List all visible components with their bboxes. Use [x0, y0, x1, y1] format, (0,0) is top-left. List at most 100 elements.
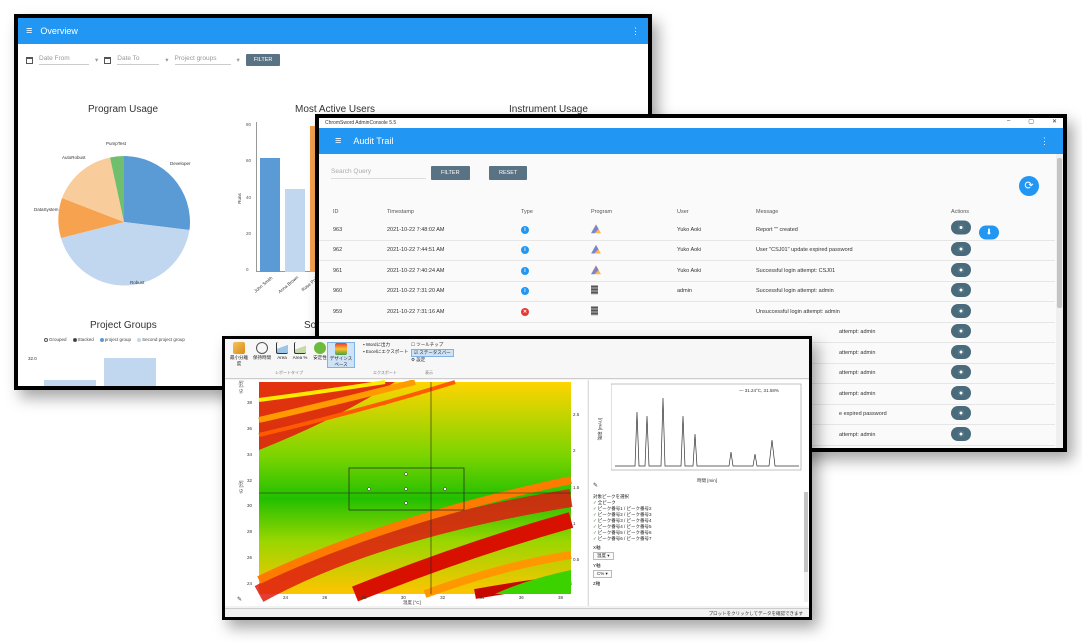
- chevron-down-icon[interactable]: ▾: [165, 57, 169, 64]
- legend-grouped[interactable]: Grouped: [44, 337, 67, 342]
- row-timestamp: 2021-10-22 7:40:24 AM: [387, 267, 445, 274]
- col-program[interactable]: Program: [591, 209, 613, 215]
- ribbon-area[interactable]: Area: [271, 342, 293, 360]
- menu-icon[interactable]: ≡: [335, 135, 342, 147]
- peak-scrollbar[interactable]: [804, 492, 808, 602]
- chevron-down-icon[interactable]: ▾: [95, 57, 99, 64]
- ribbon-resolution[interactable]: 最小分離度: [228, 342, 250, 367]
- eye-icon[interactable]: [951, 324, 971, 339]
- calendar-icon[interactable]: [26, 56, 33, 64]
- menu-icon[interactable]: ≡: [26, 25, 33, 37]
- view-tooltip[interactable]: ☐ ツールチップ: [411, 342, 444, 347]
- ribbon-area-percent[interactable]: Area %: [289, 342, 311, 360]
- search-input[interactable]: Search Query: [331, 168, 426, 179]
- legend-stacked[interactable]: Stacked: [72, 337, 94, 342]
- export-excel[interactable]: ▪ Excelにエクスポート: [363, 349, 409, 354]
- y-tick: 36: [247, 425, 253, 431]
- area-chart-icon: [276, 342, 288, 354]
- row-timestamp: 2021-10-22 7:31:20 AM: [387, 288, 445, 295]
- row-message: Unsuccessful login attempt: admin: [756, 308, 840, 315]
- reset-button[interactable]: RESET: [489, 166, 528, 180]
- legend-project-group[interactable]: project group: [99, 337, 131, 342]
- eye-icon[interactable]: [951, 385, 971, 400]
- peak-checkbox[interactable]: ✓ピーク番号6 / ピーク番号7: [593, 536, 652, 542]
- table-header: ID Timestamp Type Program User Message A…: [319, 206, 1063, 218]
- table-row[interactable]: 963 2021-10-22 7:48:02 AM Yuko Aoki Report …: [319, 220, 1055, 241]
- ribbon-design-space[interactable]: デザインスペース: [327, 342, 355, 368]
- view-settings[interactable]: ⚙ 設定: [411, 357, 426, 362]
- view-statusbar[interactable]: ☑ ステータスバー: [411, 349, 454, 357]
- col-id[interactable]: ID: [333, 209, 339, 215]
- peak-panel-header: 対象ピークを選択: [593, 494, 629, 499]
- maximize-icon[interactable]: ▢: [1028, 119, 1034, 125]
- kebab-icon[interactable]: ⋮: [631, 25, 640, 36]
- eye-icon[interactable]: [951, 283, 971, 298]
- kebab-icon[interactable]: ⋮: [1040, 135, 1049, 146]
- ribbon-stability[interactable]: 安定性: [309, 342, 331, 361]
- eye-icon[interactable]: [951, 365, 971, 380]
- bar-john-smith: [260, 158, 280, 272]
- peak-checkbox[interactable]: ✓ピーク番号4 / ピーク番号5: [593, 524, 652, 530]
- right-tick: 2: [573, 448, 576, 454]
- eye-icon[interactable]: [951, 220, 971, 235]
- check-icon: ✓: [593, 500, 597, 505]
- eye-icon[interactable]: [951, 426, 971, 441]
- peak-scrollbar-thumb[interactable]: [804, 492, 808, 572]
- design-space-plot[interactable]: tG [分] tG [分] 38 36 34 32 30 28 26 24 2.…: [225, 380, 587, 606]
- date-to-field[interactable]: Date To: [117, 55, 160, 65]
- eye-icon[interactable]: [951, 406, 971, 421]
- eye-icon[interactable]: [951, 344, 971, 359]
- x-axis-select[interactable]: 温度 ▾: [593, 552, 614, 560]
- col-timestamp[interactable]: Timestamp: [387, 209, 414, 215]
- row-id: 963: [333, 226, 343, 233]
- row-actions: [951, 242, 971, 258]
- edit-icon[interactable]: ✎: [237, 597, 243, 603]
- table-row[interactable]: 960 2021-10-22 7:31:20 AM admin Successful …: [319, 282, 1055, 302]
- col-user[interactable]: User: [677, 209, 689, 215]
- peak-checkbox[interactable]: ✓ピーク番号5 / ピーク番号6: [593, 530, 652, 536]
- minimize-icon[interactable]: –: [1006, 118, 1011, 124]
- col-type[interactable]: Type: [521, 209, 533, 215]
- overview-filter-button[interactable]: FILTER: [245, 54, 281, 66]
- ribbon-retention[interactable]: 保持時間: [251, 342, 273, 361]
- project-groups-select[interactable]: Project groups: [174, 55, 231, 65]
- row-id: 962: [333, 247, 343, 254]
- pie-label-developer: Developer: [170, 161, 191, 166]
- download-icon[interactable]: ⬇: [979, 225, 999, 240]
- eye-icon[interactable]: [951, 262, 971, 277]
- row-id: 961: [333, 267, 343, 274]
- scrollbar-thumb[interactable]: [1057, 158, 1062, 308]
- pie-label-robust: Robust: [130, 280, 145, 285]
- table-row[interactable]: 962 2021-10-22 7:44:51 AM Yuko Aoki User "C…: [319, 241, 1055, 261]
- peak-checkbox[interactable]: ✓全ピーク: [593, 500, 652, 506]
- peak-label: ピーク番号5 / ピーク番号6: [597, 530, 652, 535]
- col-message[interactable]: Message: [756, 209, 779, 215]
- design-space-window: 最小分離度 保持時間 Area Area % 安定性 デザインスペース レポート…: [222, 336, 812, 620]
- calendar-icon[interactable]: [104, 56, 112, 64]
- eye-icon[interactable]: [951, 242, 971, 257]
- right-pane: — 31.24°C, 31.58% 強度 [mAU] 時間 [min] ✎ 対象…: [588, 380, 809, 606]
- peak-checkbox[interactable]: ✓ピーク番号1 / ピーク番号2: [593, 506, 652, 512]
- z-axis-label: Z軸: [593, 581, 601, 586]
- table-row[interactable]: 961 2021-10-22 7:40:24 AM Yuko Aoki Success…: [319, 261, 1055, 282]
- filter-button[interactable]: FILTER: [431, 166, 470, 180]
- date-from-field[interactable]: Date From: [39, 55, 89, 65]
- peak-label: ピーク番号6 / ピーク番号7: [597, 536, 652, 541]
- close-icon[interactable]: ✕: [1051, 119, 1057, 125]
- legend-second-group[interactable]: Second project group: [137, 337, 185, 342]
- x-tick: 28: [361, 595, 367, 600]
- table-row[interactable]: 959 2021-10-22 7:31:16 AM Unsuccessful log…: [319, 302, 1055, 323]
- refresh-icon[interactable]: ⟳: [1019, 176, 1039, 196]
- stopwatch-icon: [256, 342, 268, 354]
- peak-checkbox[interactable]: ✓ピーク番号2 / ピーク番号3: [593, 512, 652, 518]
- edit-icon[interactable]: ✎: [593, 483, 599, 489]
- bar-rose-pol: [310, 126, 318, 272]
- eye-icon[interactable]: [951, 303, 971, 318]
- pie-slice-developer: [124, 156, 190, 230]
- scrollbar[interactable]: [1056, 154, 1063, 448]
- export-word[interactable]: ▪ Wordに出力: [363, 342, 391, 347]
- y-axis-select[interactable]: C% ▾: [593, 570, 612, 578]
- row-actions: [951, 385, 971, 402]
- chevron-down-icon[interactable]: ▾: [236, 57, 240, 64]
- peak-checkbox[interactable]: ✓ピーク番号3 / ピーク番号4: [593, 518, 652, 524]
